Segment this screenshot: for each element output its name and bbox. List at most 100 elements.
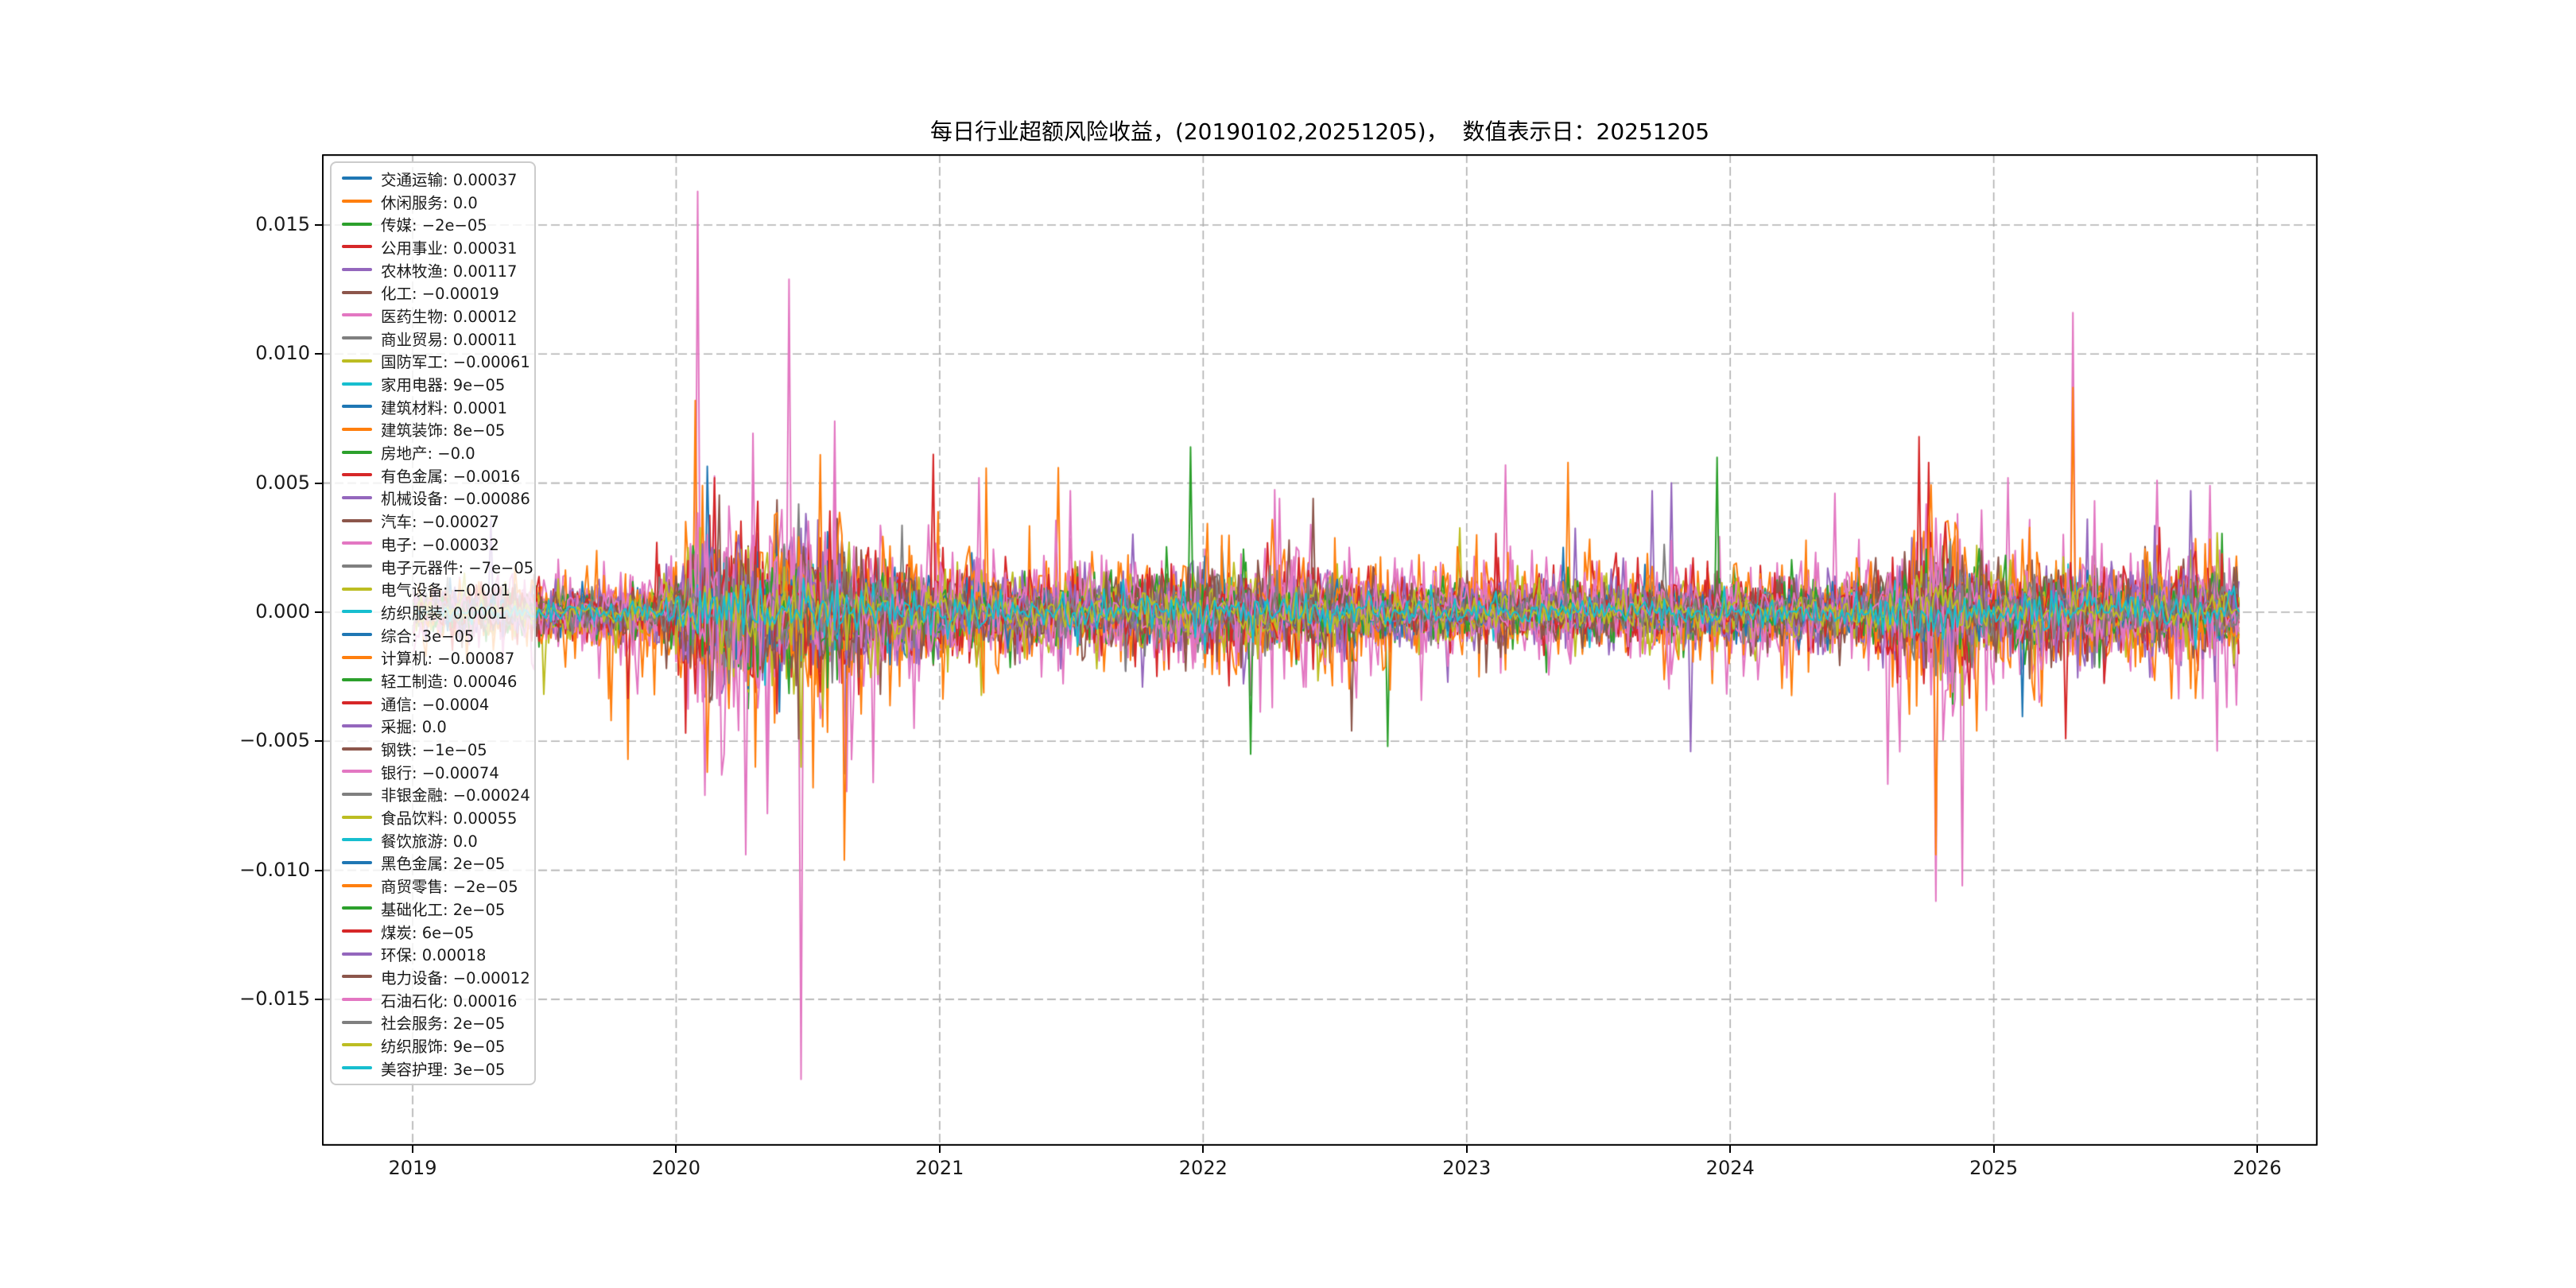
legend-line-swatch (342, 724, 372, 727)
legend-item: 商业贸易: 0.00011 (332, 327, 534, 350)
legend-label: 商贸零售: −2e−05 (381, 878, 518, 897)
legend-item: 食品饮料: 0.00055 (332, 805, 534, 828)
y-tick-label: 0.005 (255, 471, 310, 494)
legend-label: 餐饮旅游: 0.0 (381, 832, 478, 851)
legend-item: 农林牧渔: 0.00117 (332, 258, 534, 281)
legend-item: 基础化工: 2e−05 (332, 897, 534, 920)
legend-label: 交通运输: 0.00037 (381, 170, 518, 189)
legend-box: 交通运输: 0.00037 休闲服务: 0.0 传媒: −2e−05 公用事业: 0.… (330, 161, 536, 1085)
legend-line-swatch (342, 838, 372, 842)
legend-line-swatch (342, 450, 372, 454)
legend-line-swatch (342, 610, 372, 614)
legend-line-swatch (342, 382, 372, 386)
y-tick-label: −0.005 (239, 729, 310, 752)
legend-line-swatch (342, 701, 372, 705)
legend-item: 美容护理: 3e−05 (332, 1057, 534, 1080)
legend-label: 化工: −0.00019 (381, 285, 499, 304)
legend-line-swatch (342, 336, 372, 340)
legend-item: 计算机: −0.00087 (332, 646, 534, 669)
legend-line-swatch (342, 770, 372, 774)
legend-label: 环保: 0.00018 (381, 946, 487, 965)
x-tick-label: 2021 (915, 1157, 964, 1179)
x-tick-mark (675, 1146, 677, 1153)
legend-label: 黑色金属: 2e−05 (381, 855, 506, 874)
x-tick-label: 2026 (2233, 1157, 2282, 1179)
legend-label: 有色金属: −0.0016 (381, 467, 521, 486)
legend-item: 传媒: −2e−05 (332, 212, 534, 235)
legend-label: 休闲服务: 0.0 (381, 193, 478, 212)
y-tick-label: 0.010 (255, 342, 310, 365)
plot-area: 交通运输: 0.00037 休闲服务: 0.0 传媒: −2e−05 公用事业: 0.… (322, 154, 2318, 1146)
legend-label: 建筑材料: 0.0001 (381, 398, 507, 417)
legend-item: 房地产: −0.0 (332, 440, 534, 464)
legend-item: 轻工制造: 0.00046 (332, 669, 534, 692)
legend-label: 建筑装饰: 8e−05 (381, 421, 506, 440)
legend-line-swatch (342, 883, 372, 887)
legend-item: 汽车: −0.00027 (332, 509, 534, 532)
legend-item: 黑色金属: 2e−05 (332, 852, 534, 875)
legend-line-swatch (342, 952, 372, 956)
legend-label: 计算机: −0.00087 (381, 650, 515, 669)
legend-item: 电气设备: −0.001 (332, 577, 534, 600)
y-tick-mark (315, 740, 322, 743)
legend-line-swatch (342, 245, 372, 249)
x-tick-mark (1992, 1146, 1995, 1153)
legend-label: 传媒: −2e−05 (381, 216, 487, 235)
y-tick-mark (315, 998, 322, 1000)
legend-label: 电子元器件: −7e−05 (381, 558, 534, 577)
legend-item: 建筑装饰: 8e−05 (332, 418, 534, 441)
legend-line-swatch (342, 222, 372, 226)
legend-item: 环保: 0.00018 (332, 942, 534, 965)
legend-item: 综合: 3e−05 (332, 623, 534, 646)
legend-label: 食品饮料: 0.00055 (381, 809, 518, 828)
legend-line-swatch (342, 1020, 372, 1024)
legend-line-swatch (342, 678, 372, 682)
legend-line-swatch (342, 518, 372, 522)
x-tick-label: 2022 (1178, 1157, 1228, 1179)
legend-item: 建筑材料: 0.0001 (332, 395, 534, 418)
x-tick-label: 2020 (651, 1157, 700, 1179)
legend-label: 农林牧渔: 0.00117 (381, 262, 518, 281)
y-tick-label: 0.000 (255, 599, 310, 623)
legend-line-swatch (342, 268, 372, 272)
x-tick-label: 2019 (388, 1157, 437, 1179)
y-tick-mark (315, 353, 322, 355)
legend-line-swatch (342, 359, 372, 363)
legend-item: 银行: −0.00074 (332, 760, 534, 783)
legend-item: 机械设备: −0.00086 (332, 487, 534, 510)
legend-label: 轻工制造: 0.00046 (381, 672, 518, 691)
y-tick-mark (315, 482, 322, 484)
legend-label: 基础化工: 2e−05 (381, 900, 506, 919)
legend-item: 有色金属: −0.0016 (332, 464, 534, 487)
x-tick-mark (1202, 1146, 1205, 1153)
legend-line-swatch (342, 200, 372, 204)
legend-item: 纺织服饰: 9e−05 (332, 1034, 534, 1057)
x-tick-mark (1465, 1146, 1468, 1153)
legend-item: 电子: −0.00032 (332, 532, 534, 555)
legend-line-swatch (342, 177, 372, 180)
legend-line-swatch (342, 495, 372, 499)
legend-item: 化工: −0.00019 (332, 281, 534, 304)
legend-item: 钢铁: −1e−05 (332, 737, 534, 760)
legend-line-swatch (342, 747, 372, 751)
legend-line-swatch (342, 427, 372, 431)
legend-label: 纺织服饰: 9e−05 (381, 1037, 506, 1056)
legend-line-swatch (342, 998, 372, 1002)
legend-label: 电气设备: −0.001 (381, 581, 510, 600)
legend-item: 石油石化: 0.00016 (332, 988, 534, 1011)
legend-item: 交通运输: 0.00037 (332, 167, 534, 190)
legend-label: 电力设备: −0.00012 (381, 968, 530, 987)
x-tick-mark (1729, 1146, 1732, 1153)
legend-item: 公用事业: 0.00031 (332, 235, 534, 258)
legend-label: 公用事业: 0.00031 (381, 239, 518, 258)
legend-label: 通信: −0.0004 (381, 695, 490, 714)
legend-label: 煤炭: 6e−05 (381, 923, 475, 942)
legend-label: 汽车: −0.00027 (381, 513, 499, 532)
legend-item: 电子元器件: −7e−05 (332, 555, 534, 578)
legend-line-swatch (342, 633, 372, 637)
legend-label: 医药生物: 0.00012 (381, 307, 518, 326)
legend-line-swatch (342, 929, 372, 933)
legend-line-swatch (342, 815, 372, 819)
legend-item: 电力设备: −0.00012 (332, 965, 534, 988)
